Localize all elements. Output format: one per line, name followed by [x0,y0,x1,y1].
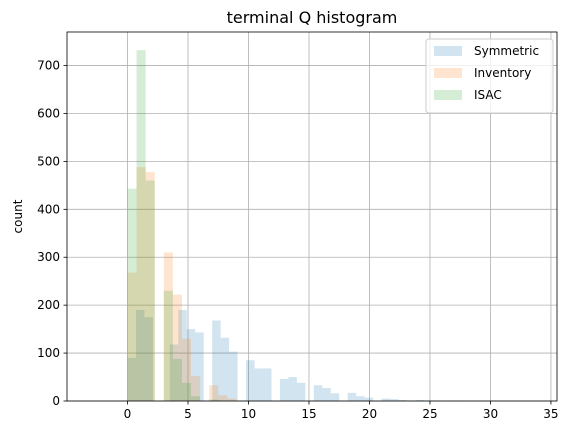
histogram-bar [313,385,323,401]
histogram-bar [186,329,196,401]
y-tick-label: 0 [52,394,60,408]
histogram-bar [263,368,272,401]
legend-swatch [434,68,462,78]
y-tick-label: 300 [37,250,60,264]
histogram-bar [279,378,289,401]
histogram-bar [356,396,365,401]
series-inventory [127,167,237,401]
histogram-bar [145,180,155,401]
histogram-bar [181,382,192,401]
histogram-bar [127,357,136,401]
histogram-bar [127,272,137,401]
axes: 0 5 10 15 20 25 30 35 0 100 200 300 400 500 600 700 [37,31,559,421]
legend-box [425,38,554,114]
y-tick-label: 200 [37,298,60,312]
x-tick-label: 0 [124,407,132,421]
histogram-bar [322,388,331,401]
histogram-bar [364,397,374,401]
histogram-bar [254,368,263,401]
histogram-bar [296,382,306,401]
histogram-bar [288,377,297,401]
legend-label: Symmetric [474,44,539,58]
histogram-bar [169,344,179,401]
histogram-bar [144,317,153,401]
histogram-bar [390,399,399,401]
x-tick-label: 35 [543,407,558,421]
histogram-bar [191,376,201,401]
histogram-bar [330,393,340,401]
histogram-bar [227,398,237,401]
histogram-bar [209,399,219,401]
histogram-bar [135,309,145,401]
histogram-bar [209,385,219,401]
legend-swatch [434,90,462,100]
histogram-bar [195,332,204,401]
histogram-bar [136,167,146,401]
histogram-bar [163,252,173,401]
x-tick-label: 20 [362,407,377,421]
legend-label: Inventory [474,66,531,80]
histogram-bar [145,171,155,401]
histogram-bar [191,396,201,401]
chart-title: terminal Q histogram [227,8,398,27]
x-tick-label: 5 [184,407,192,421]
series-symmetric [127,309,467,401]
histogram-bar [136,50,146,401]
histogram-bar [172,358,182,401]
histogram-bar [181,338,192,401]
plot-frame [66,31,558,402]
y-tick-label: 500 [37,154,60,168]
histogram-bar [127,188,137,401]
x-tick-label: 25 [422,407,437,421]
histogram-bar [246,360,255,401]
histogram-bar [415,400,424,401]
x-tick-label: 30 [483,407,498,421]
y-tick-label: 100 [37,346,60,360]
histogram-bar [220,337,230,401]
x-tick-label: 15 [301,407,316,421]
histogram-bar [212,320,221,401]
y-tick-label: 700 [37,59,60,73]
legend-swatch [434,46,462,56]
histogram-bar [172,294,182,401]
y-tick-label: 400 [37,202,60,216]
histogram-bar [163,290,173,401]
y-axis-label: count [11,199,25,233]
histogram-bar [218,395,228,401]
histogram-bar [347,392,357,401]
histogram-bars [127,50,467,401]
histogram-bar [381,398,391,401]
legend: Symmetric Inventory ISAC [425,38,554,114]
y-tick-label: 600 [37,106,60,120]
histogram-bar [178,309,187,401]
x-tick-label: 10 [241,407,256,421]
histogram-bar [398,400,407,401]
legend-label: ISAC [474,88,502,102]
histogram-bar [229,351,238,401]
